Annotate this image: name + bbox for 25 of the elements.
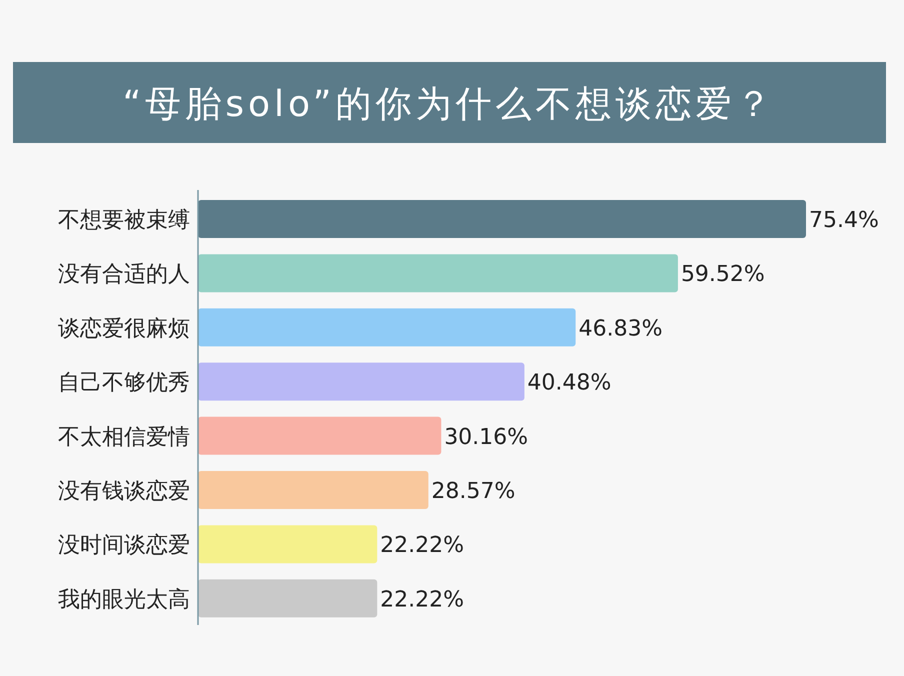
data-label: 30.16% [444, 424, 528, 450]
y-tick-label: 谈恋爱很麻烦 [58, 316, 190, 342]
y-tick-label: 没有合适的人 [58, 262, 190, 288]
data-label: 22.22% [380, 533, 464, 558]
bar [198, 254, 678, 292]
data-label: 28.57% [431, 479, 516, 504]
y-tick-label: 没时间谈恋爱 [58, 533, 190, 558]
data-label: 75.4% [809, 208, 879, 233]
y-tick-label: 自己不够优秀 [58, 370, 190, 396]
y-tick-label: 不太相信爱情 [58, 424, 190, 450]
bar [198, 579, 378, 618]
y-tick-label: 不想要被束缚 [58, 208, 190, 233]
chart-title: “母胎solo”的你为什么不想谈恋爱？ [122, 84, 776, 125]
bar [198, 362, 524, 401]
bar [198, 200, 806, 238]
bar [198, 471, 428, 509]
bar [198, 416, 442, 455]
data-label: 46.83% [578, 316, 663, 342]
bar [198, 525, 378, 564]
bar [198, 308, 576, 346]
y-tick-label: 没有钱谈恋爱 [58, 479, 190, 504]
data-label: 22.22% [380, 587, 464, 612]
data-label: 40.48% [527, 370, 612, 396]
y-tick-label: 我的眼光太高 [58, 587, 190, 612]
data-label: 59.52% [680, 262, 765, 288]
